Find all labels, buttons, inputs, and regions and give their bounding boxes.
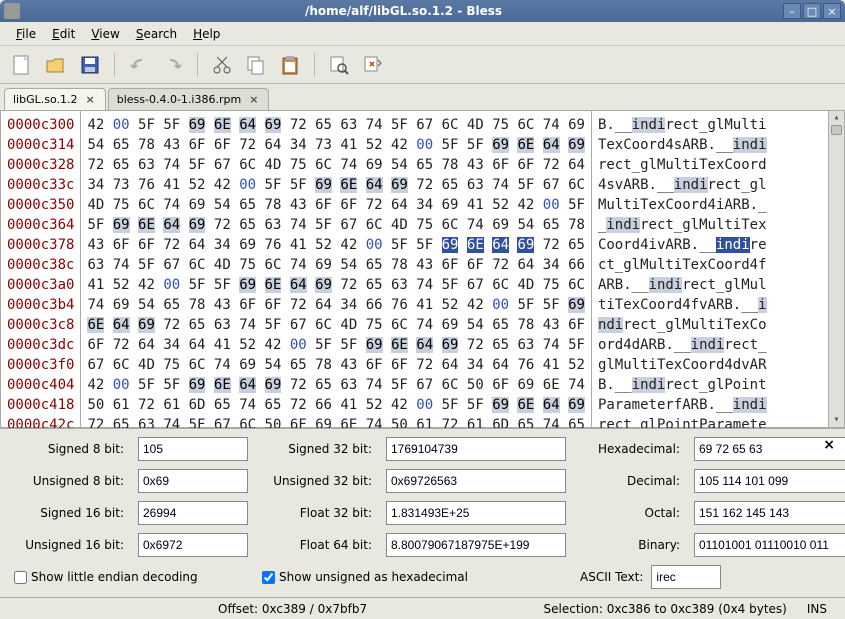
tab-label: libGL.so.1.2 (13, 93, 78, 106)
menu-file[interactable]: File (8, 24, 44, 44)
little-endian-checkbox[interactable] (14, 571, 27, 584)
hex-label: Hexadecimal: (580, 442, 680, 456)
f64-label: Float 64 bit: (262, 538, 372, 552)
close-button[interactable]: × (823, 3, 841, 19)
separator (314, 53, 315, 77)
undo-button[interactable] (125, 51, 153, 79)
close-tab-icon[interactable]: × (247, 93, 260, 106)
s16-field[interactable] (138, 501, 248, 525)
scroll-down-icon[interactable]: ▾ (829, 413, 844, 427)
u16-label: Unsigned 16 bit: (14, 538, 124, 552)
s32-field[interactable] (386, 437, 566, 461)
copy-button[interactable] (242, 51, 270, 79)
oct-field[interactable] (694, 501, 845, 525)
bin-label: Binary: (580, 538, 680, 552)
scroll-up-icon[interactable]: ▴ (829, 111, 844, 125)
s32-label: Signed 32 bit: (262, 442, 372, 456)
ascii-column[interactable]: B.__indirect_glMulti TexCoord4sARB.__ind… (592, 111, 828, 427)
cut-button[interactable] (208, 51, 236, 79)
paste-button[interactable] (276, 51, 304, 79)
ascii-label: ASCII Text: (580, 570, 643, 584)
statusbar: Offset: 0xc389 / 0x7bfb7 Selection: 0xc3… (0, 597, 845, 619)
tab-label: bless-0.4.0-1.i386.rpm (117, 93, 241, 106)
s8-field[interactable] (138, 437, 248, 461)
data-inspector: × Signed 8 bit: Signed 32 bit: Hexadecim… (0, 428, 845, 597)
oct-label: Octal: (580, 506, 680, 520)
f32-field[interactable] (386, 501, 566, 525)
ascii-field[interactable] (651, 565, 721, 589)
toolbar (0, 46, 845, 84)
offset-column: 0000c300 0000c314 0000c328 0000c33c 0000… (1, 111, 81, 427)
titlebar: /home/alf/libGL.so.1.2 - Bless – □ × (0, 0, 845, 22)
hex-column[interactable]: 42 00 5F 5F 69 6E 64 69 72 65 63 74 5F 6… (81, 111, 592, 427)
unsigned-hex-checkbox[interactable] (262, 571, 275, 584)
close-tab-icon[interactable]: × (84, 93, 97, 106)
replace-button[interactable] (359, 51, 387, 79)
dec-field[interactable] (694, 469, 845, 493)
f32-label: Float 32 bit: (262, 506, 372, 520)
status-offset: Offset: 0xc389 / 0x7bfb7 (208, 602, 377, 616)
separator (197, 53, 198, 77)
status-selection: Selection: 0xc386 to 0xc389 (0x4 bytes) (534, 602, 797, 616)
close-inspector-icon[interactable]: × (823, 437, 835, 453)
minimize-button[interactable]: – (783, 3, 801, 19)
tab-libgl[interactable]: libGL.so.1.2 × (4, 88, 106, 110)
little-endian-label[interactable]: Show little endian decoding (31, 570, 198, 584)
tab-rpm[interactable]: bless-0.4.0-1.i386.rpm × (108, 88, 270, 110)
u16-field[interactable] (138, 533, 248, 557)
save-button[interactable] (76, 51, 104, 79)
u8-field[interactable] (138, 469, 248, 493)
status-insert-mode[interactable]: INS (797, 602, 837, 616)
tabs: libGL.so.1.2 × bless-0.4.0-1.i386.rpm × (0, 84, 845, 110)
dec-label: Decimal: (580, 474, 680, 488)
u32-field[interactable] (386, 469, 566, 493)
maximize-button[interactable]: □ (803, 3, 821, 19)
f64-field[interactable] (386, 533, 566, 557)
redo-button[interactable] (159, 51, 187, 79)
new-button[interactable] (8, 51, 36, 79)
window-title: /home/alf/libGL.so.1.2 - Bless (26, 4, 781, 18)
app-icon (4, 3, 20, 19)
s8-label: Signed 8 bit: (14, 442, 124, 456)
find-button[interactable] (325, 51, 353, 79)
u8-label: Unsigned 8 bit: (14, 474, 124, 488)
menubar: File Edit View Search Help (0, 22, 845, 46)
bin-field[interactable] (694, 533, 845, 557)
hex-view[interactable]: 0000c300 0000c314 0000c328 0000c33c 0000… (0, 110, 845, 428)
menu-help[interactable]: Help (185, 24, 228, 44)
scrollbar[interactable]: ▴ ▾ (828, 111, 844, 427)
menu-search[interactable]: Search (128, 24, 185, 44)
menu-view[interactable]: View (83, 24, 127, 44)
s16-label: Signed 16 bit: (14, 506, 124, 520)
open-button[interactable] (42, 51, 70, 79)
menu-edit[interactable]: Edit (44, 24, 83, 44)
scroll-thumb[interactable] (831, 125, 842, 135)
separator (114, 53, 115, 77)
u32-label: Unsigned 32 bit: (262, 474, 372, 488)
unsigned-hex-label[interactable]: Show unsigned as hexadecimal (279, 570, 468, 584)
